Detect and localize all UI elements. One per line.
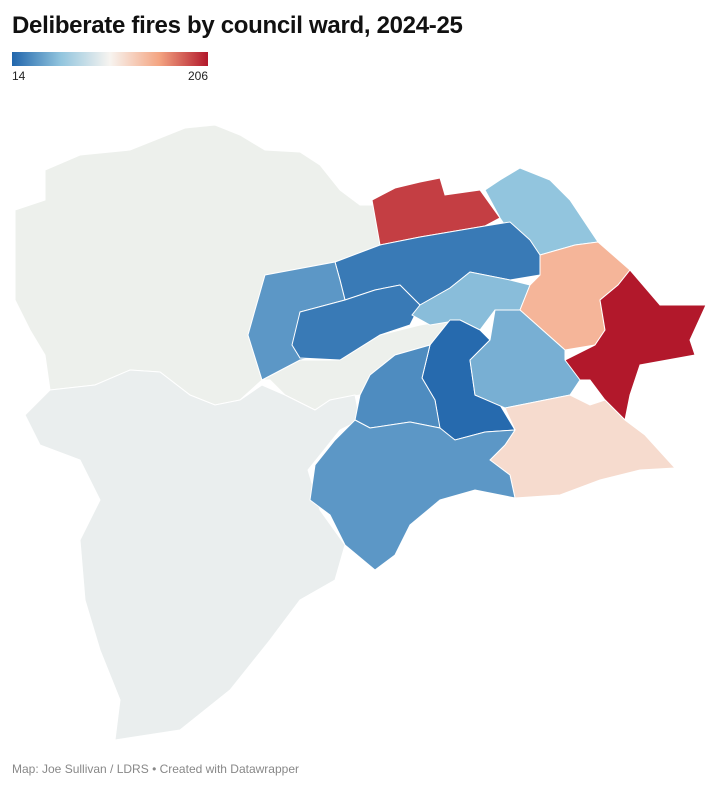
- ward: [489, 394, 677, 499]
- legend-min: 14: [12, 69, 26, 83]
- legend: 14 206: [12, 52, 208, 83]
- legend-max: 206: [187, 69, 208, 83]
- ward: [469, 309, 581, 409]
- source: Map: Joe Sullivan / LDRS • Created with …: [12, 762, 299, 776]
- color-scale: [12, 52, 208, 66]
- ward: [291, 284, 421, 361]
- title: Deliberate fires by council ward, 2024-2…: [12, 12, 463, 39]
- ward: [24, 369, 361, 741]
- ward: [309, 419, 516, 571]
